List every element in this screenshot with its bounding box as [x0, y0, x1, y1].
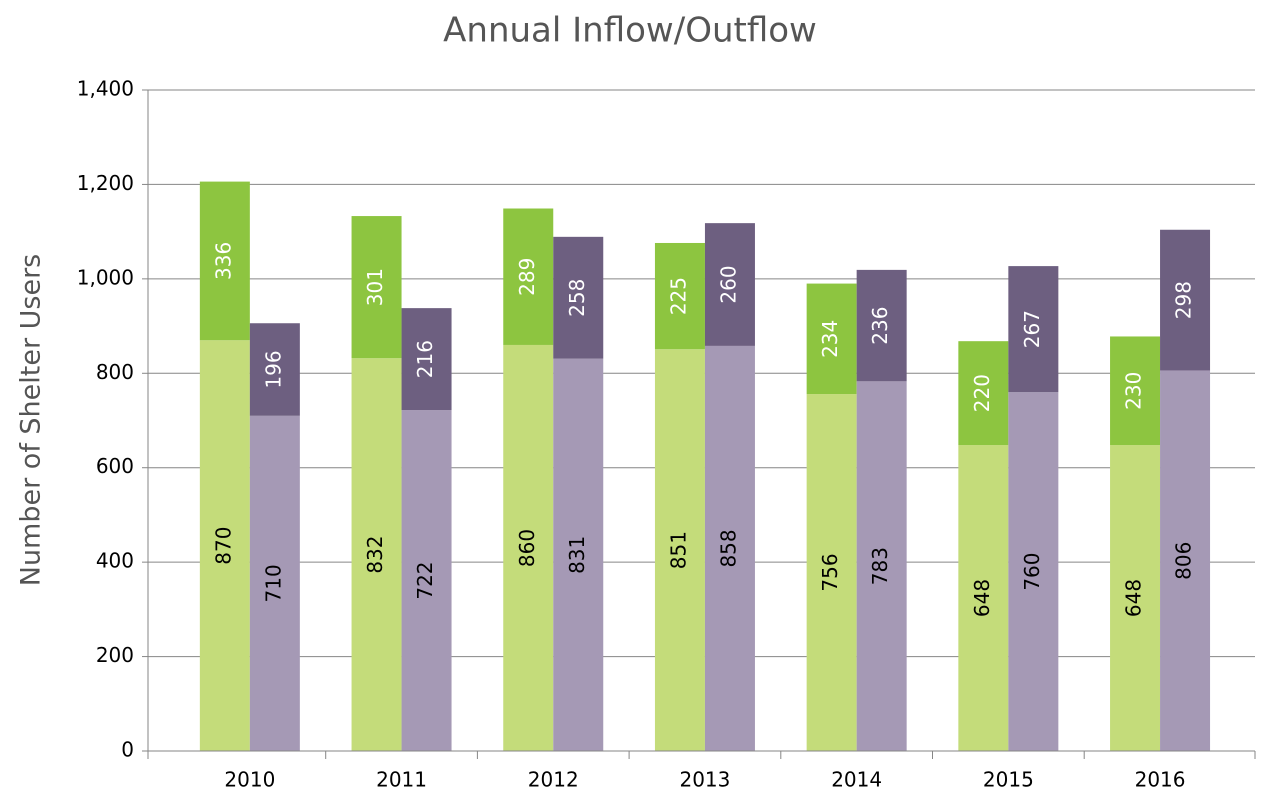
- x-tick-label: 2015: [983, 768, 1034, 792]
- bar-segment: [1160, 370, 1211, 751]
- data-label: 851: [666, 531, 690, 569]
- data-label: 230: [1122, 372, 1146, 410]
- data-label: 216: [413, 340, 437, 378]
- bar-segment: [654, 349, 705, 751]
- y-tick-label: 200: [96, 643, 134, 667]
- x-tick-label: 2010: [224, 768, 275, 792]
- data-label: 760: [1020, 552, 1044, 590]
- bar-segment: [249, 323, 300, 416]
- data-label: 831: [565, 536, 589, 574]
- x-tick-label: 2014: [831, 768, 882, 792]
- bar-segment: [553, 358, 604, 751]
- bar-segment: [199, 340, 250, 751]
- bar-segment: [249, 415, 300, 751]
- bar-segment: [958, 341, 1009, 446]
- bar-segment: [351, 216, 402, 359]
- bar-segment: [856, 269, 907, 382]
- data-label: 648: [1122, 579, 1146, 617]
- data-label: 301: [363, 268, 387, 306]
- data-label: 806: [1172, 542, 1196, 580]
- bar-segment: [1160, 229, 1211, 371]
- y-tick-label: 600: [96, 454, 134, 478]
- bar-segment: [1110, 336, 1161, 446]
- y-tick-label: 1,200: [77, 171, 134, 195]
- data-label: 756: [818, 553, 842, 591]
- data-label: 832: [363, 535, 387, 573]
- data-label: 722: [413, 561, 437, 599]
- bar-segment: [1110, 445, 1161, 751]
- data-label: 267: [1020, 310, 1044, 348]
- x-tick-label: 2012: [528, 768, 579, 792]
- bar-segment: [806, 394, 857, 751]
- bar-segment: [856, 381, 907, 751]
- x-tick-label: 2013: [679, 768, 730, 792]
- bar-segment: [1008, 392, 1059, 751]
- x-tick-label: 2016: [1135, 768, 1186, 792]
- data-label: 858: [716, 529, 740, 567]
- data-label: 258: [565, 279, 589, 317]
- data-label: 289: [515, 258, 539, 296]
- bar-segment: [1008, 266, 1059, 393]
- data-label: 710: [261, 564, 285, 602]
- data-label: 860: [515, 529, 539, 567]
- bar-segment: [704, 223, 755, 346]
- y-tick-label: 0: [121, 738, 134, 762]
- bar-segment: [503, 344, 554, 751]
- bar-segment: [351, 358, 402, 751]
- data-label: 783: [868, 547, 892, 585]
- data-label: 220: [970, 374, 994, 412]
- bar-segment: [553, 236, 604, 359]
- data-label: 234: [818, 320, 842, 358]
- data-label: 298: [1172, 281, 1196, 319]
- chart-title: Annual Inflow/Outflow: [443, 11, 817, 51]
- bar-segment: [401, 308, 452, 411]
- bar-segment: [401, 410, 452, 751]
- data-label: 225: [666, 277, 690, 315]
- bar-segment: [199, 181, 250, 341]
- y-axis-label: Number of Shelter Users: [16, 254, 47, 587]
- y-tick-label: 800: [96, 360, 134, 384]
- data-label: 648: [970, 579, 994, 617]
- data-label: 260: [716, 265, 740, 303]
- y-tick-label: 1,400: [77, 77, 134, 101]
- y-tick-label: 400: [96, 549, 134, 573]
- bar-segment: [958, 445, 1009, 751]
- data-label: 336: [211, 242, 235, 280]
- x-tick-label: 2011: [376, 768, 427, 792]
- data-label: 236: [868, 307, 892, 345]
- bar-segment: [806, 283, 857, 395]
- bar-segment: [503, 208, 554, 345]
- data-label: 870: [211, 527, 235, 565]
- bar-segment: [704, 345, 755, 751]
- bar-segment: [654, 242, 705, 350]
- data-label: 196: [261, 350, 285, 388]
- y-tick-label: 1,000: [77, 265, 134, 289]
